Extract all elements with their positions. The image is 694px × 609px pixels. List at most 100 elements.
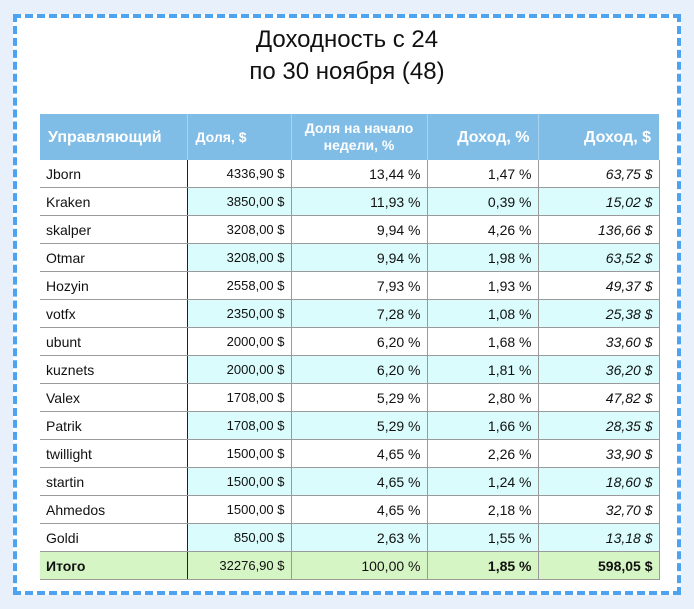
cell-share: 1500,00 $ xyxy=(187,467,292,496)
header-share-pct: Доля на начало недели, % xyxy=(291,114,428,160)
cell-income-pct: 1,55 % xyxy=(427,523,539,552)
header-income-usd: Доход, $ xyxy=(538,114,659,160)
cell-income-pct: 1,81 % xyxy=(427,355,539,384)
title-line-2: по 30 ноября (48) xyxy=(249,58,445,85)
cell-income-usd: 25,38 $ xyxy=(538,299,660,328)
cell-income-usd: 63,75 $ xyxy=(538,160,660,188)
table-row: Otmar 3208,00 $9,94 % 1,98 % 63,52 $ xyxy=(40,243,660,272)
page-title: Доходность с 24 по 30 ноября (48) xyxy=(0,24,694,88)
cell-income-pct: 1,47 % xyxy=(427,160,539,188)
cell-share: 3208,00 $ xyxy=(187,243,292,272)
table-row: Valex 1708,00 $5,29 % 2,80 % 47,82 $ xyxy=(40,383,660,412)
cell-income-pct: 2,18 % xyxy=(427,495,539,524)
table-row: votfx 2350,00 $7,28 % 1,08 % 25,38 $ xyxy=(40,299,660,328)
cell-income-usd: 136,66 $ xyxy=(538,215,660,244)
cell-income-pct: 1,24 % xyxy=(427,467,539,496)
cell-income-usd: 13,18 $ xyxy=(538,523,660,552)
cell-income-pct: 0,39 % xyxy=(427,187,539,216)
cell-income-pct: 4,26 % xyxy=(427,215,539,244)
cell-share-pct: 13,44 % xyxy=(291,160,428,188)
cell-manager: Kraken xyxy=(40,187,188,216)
cell-share-pct: 2,63 % xyxy=(291,523,428,552)
cell-manager: kuznets xyxy=(40,355,188,384)
cell-share-pct: 5,29 % xyxy=(291,411,428,440)
cell-manager: skalper xyxy=(40,215,188,244)
total-cell-share-pct: 100,00 % xyxy=(291,551,428,580)
cell-share: 2350,00 $ xyxy=(187,299,292,328)
cell-share-pct: 9,94 % xyxy=(291,243,428,272)
cell-share: 1500,00 $ xyxy=(187,495,292,524)
cell-share: 2000,00 $ xyxy=(187,327,292,356)
table-row: Goldi 850,00 $2,63 % 1,55 % 13,18 $ xyxy=(40,523,660,552)
cell-income-usd: 28,35 $ xyxy=(538,411,660,440)
cell-share: 1708,00 $ xyxy=(187,383,292,412)
table-header-row: Управляющий Доля, $ Доля на начало недел… xyxy=(40,114,659,160)
total-cell-income-usd: 598,05 $ xyxy=(538,551,660,580)
cell-income-usd: 33,90 $ xyxy=(538,439,660,468)
table-row: Jborn 4336,90 $13,44 % 1,47 % 63,75 $ xyxy=(40,160,660,188)
table-row: Hozyin 2558,00 $7,93 % 1,93 % 49,37 $ xyxy=(40,271,660,300)
cell-income-usd: 15,02 $ xyxy=(538,187,660,216)
cell-share: 2558,00 $ xyxy=(187,271,292,300)
total-cell-share: 32276,90 $ xyxy=(187,551,292,580)
total-cell-manager: Итого xyxy=(40,551,188,580)
cell-income-usd: 47,82 $ xyxy=(538,383,660,412)
cell-manager: Jborn xyxy=(40,160,188,188)
cell-share-pct: 7,28 % xyxy=(291,299,428,328)
total-cell-income-pct: 1,85 % xyxy=(427,551,539,580)
table-total-row: Итого 32276,90 $100,00 % 1,85 % 598,05 $ xyxy=(40,551,660,580)
cell-share-pct: 9,94 % xyxy=(291,215,428,244)
cell-manager: Patrik xyxy=(40,411,188,440)
cell-share-pct: 4,65 % xyxy=(291,495,428,524)
cell-manager: ubunt xyxy=(40,327,188,356)
cell-income-pct: 1,08 % xyxy=(427,299,539,328)
title-line-1: Доходность с 24 xyxy=(255,26,439,53)
cell-share: 3208,00 $ xyxy=(187,215,292,244)
cell-income-usd: 32,70 $ xyxy=(538,495,660,524)
cell-income-usd: 18,60 $ xyxy=(538,467,660,496)
cell-share-pct: 4,65 % xyxy=(291,467,428,496)
cell-income-usd: 36,20 $ xyxy=(538,355,660,384)
header-share: Доля, $ xyxy=(187,114,292,160)
cell-manager: startin xyxy=(40,467,188,496)
cell-income-pct: 1,93 % xyxy=(427,271,539,300)
cell-income-pct: 2,26 % xyxy=(427,439,539,468)
cell-share: 1500,00 $ xyxy=(187,439,292,468)
cell-income-usd: 33,60 $ xyxy=(538,327,660,356)
cell-manager: votfx xyxy=(40,299,188,328)
cell-share: 2000,00 $ xyxy=(187,355,292,384)
cell-income-pct: 2,80 % xyxy=(427,383,539,412)
returns-table: Управляющий Доля, $ Доля на начало недел… xyxy=(40,114,660,580)
cell-manager: Otmar xyxy=(40,243,188,272)
cell-share: 850,00 $ xyxy=(187,523,292,552)
cell-share-pct: 7,93 % xyxy=(291,271,428,300)
cell-share-pct: 11,93 % xyxy=(291,187,428,216)
table-row: skalper 3208,00 $9,94 % 4,26 % 136,66 $ xyxy=(40,215,660,244)
cell-income-pct: 1,66 % xyxy=(427,411,539,440)
cell-manager: Hozyin xyxy=(40,271,188,300)
cell-manager: Goldi xyxy=(40,523,188,552)
table-row: Ahmedos 1500,00 $4,65 % 2,18 % 32,70 $ xyxy=(40,495,660,524)
cell-share: 4336,90 $ xyxy=(187,160,292,188)
cell-share: 3850,00 $ xyxy=(187,187,292,216)
cell-income-pct: 1,98 % xyxy=(427,243,539,272)
table-row: Patrik 1708,00 $5,29 % 1,66 % 28,35 $ xyxy=(40,411,660,440)
cell-manager: twillight xyxy=(40,439,188,468)
table-body: Jborn 4336,90 $13,44 % 1,47 % 63,75 $ Kraken… xyxy=(40,160,660,580)
cell-income-usd: 49,37 $ xyxy=(538,271,660,300)
table-row: ubunt 2000,00 $6,20 % 1,68 % 33,60 $ xyxy=(40,327,660,356)
table-row: Kraken 3850,00 $11,93 % 0,39 % 15,02 $ xyxy=(40,187,660,216)
cell-share-pct: 6,20 % xyxy=(291,327,428,356)
header-income-pct: Доход, % xyxy=(427,114,539,160)
cell-share-pct: 4,65 % xyxy=(291,439,428,468)
table-row: twillight 1500,00 $4,65 % 2,26 % 33,90 $ xyxy=(40,439,660,468)
cell-income-usd: 63,52 $ xyxy=(538,243,660,272)
table-row: startin 1500,00 $4,65 % 1,24 % 18,60 $ xyxy=(40,467,660,496)
cell-share-pct: 6,20 % xyxy=(291,355,428,384)
cell-share-pct: 5,29 % xyxy=(291,383,428,412)
cell-manager: Valex xyxy=(40,383,188,412)
cell-manager: Ahmedos xyxy=(40,495,188,524)
cell-share: 1708,00 $ xyxy=(187,411,292,440)
header-manager: Управляющий xyxy=(40,114,188,160)
cell-income-pct: 1,68 % xyxy=(427,327,539,356)
